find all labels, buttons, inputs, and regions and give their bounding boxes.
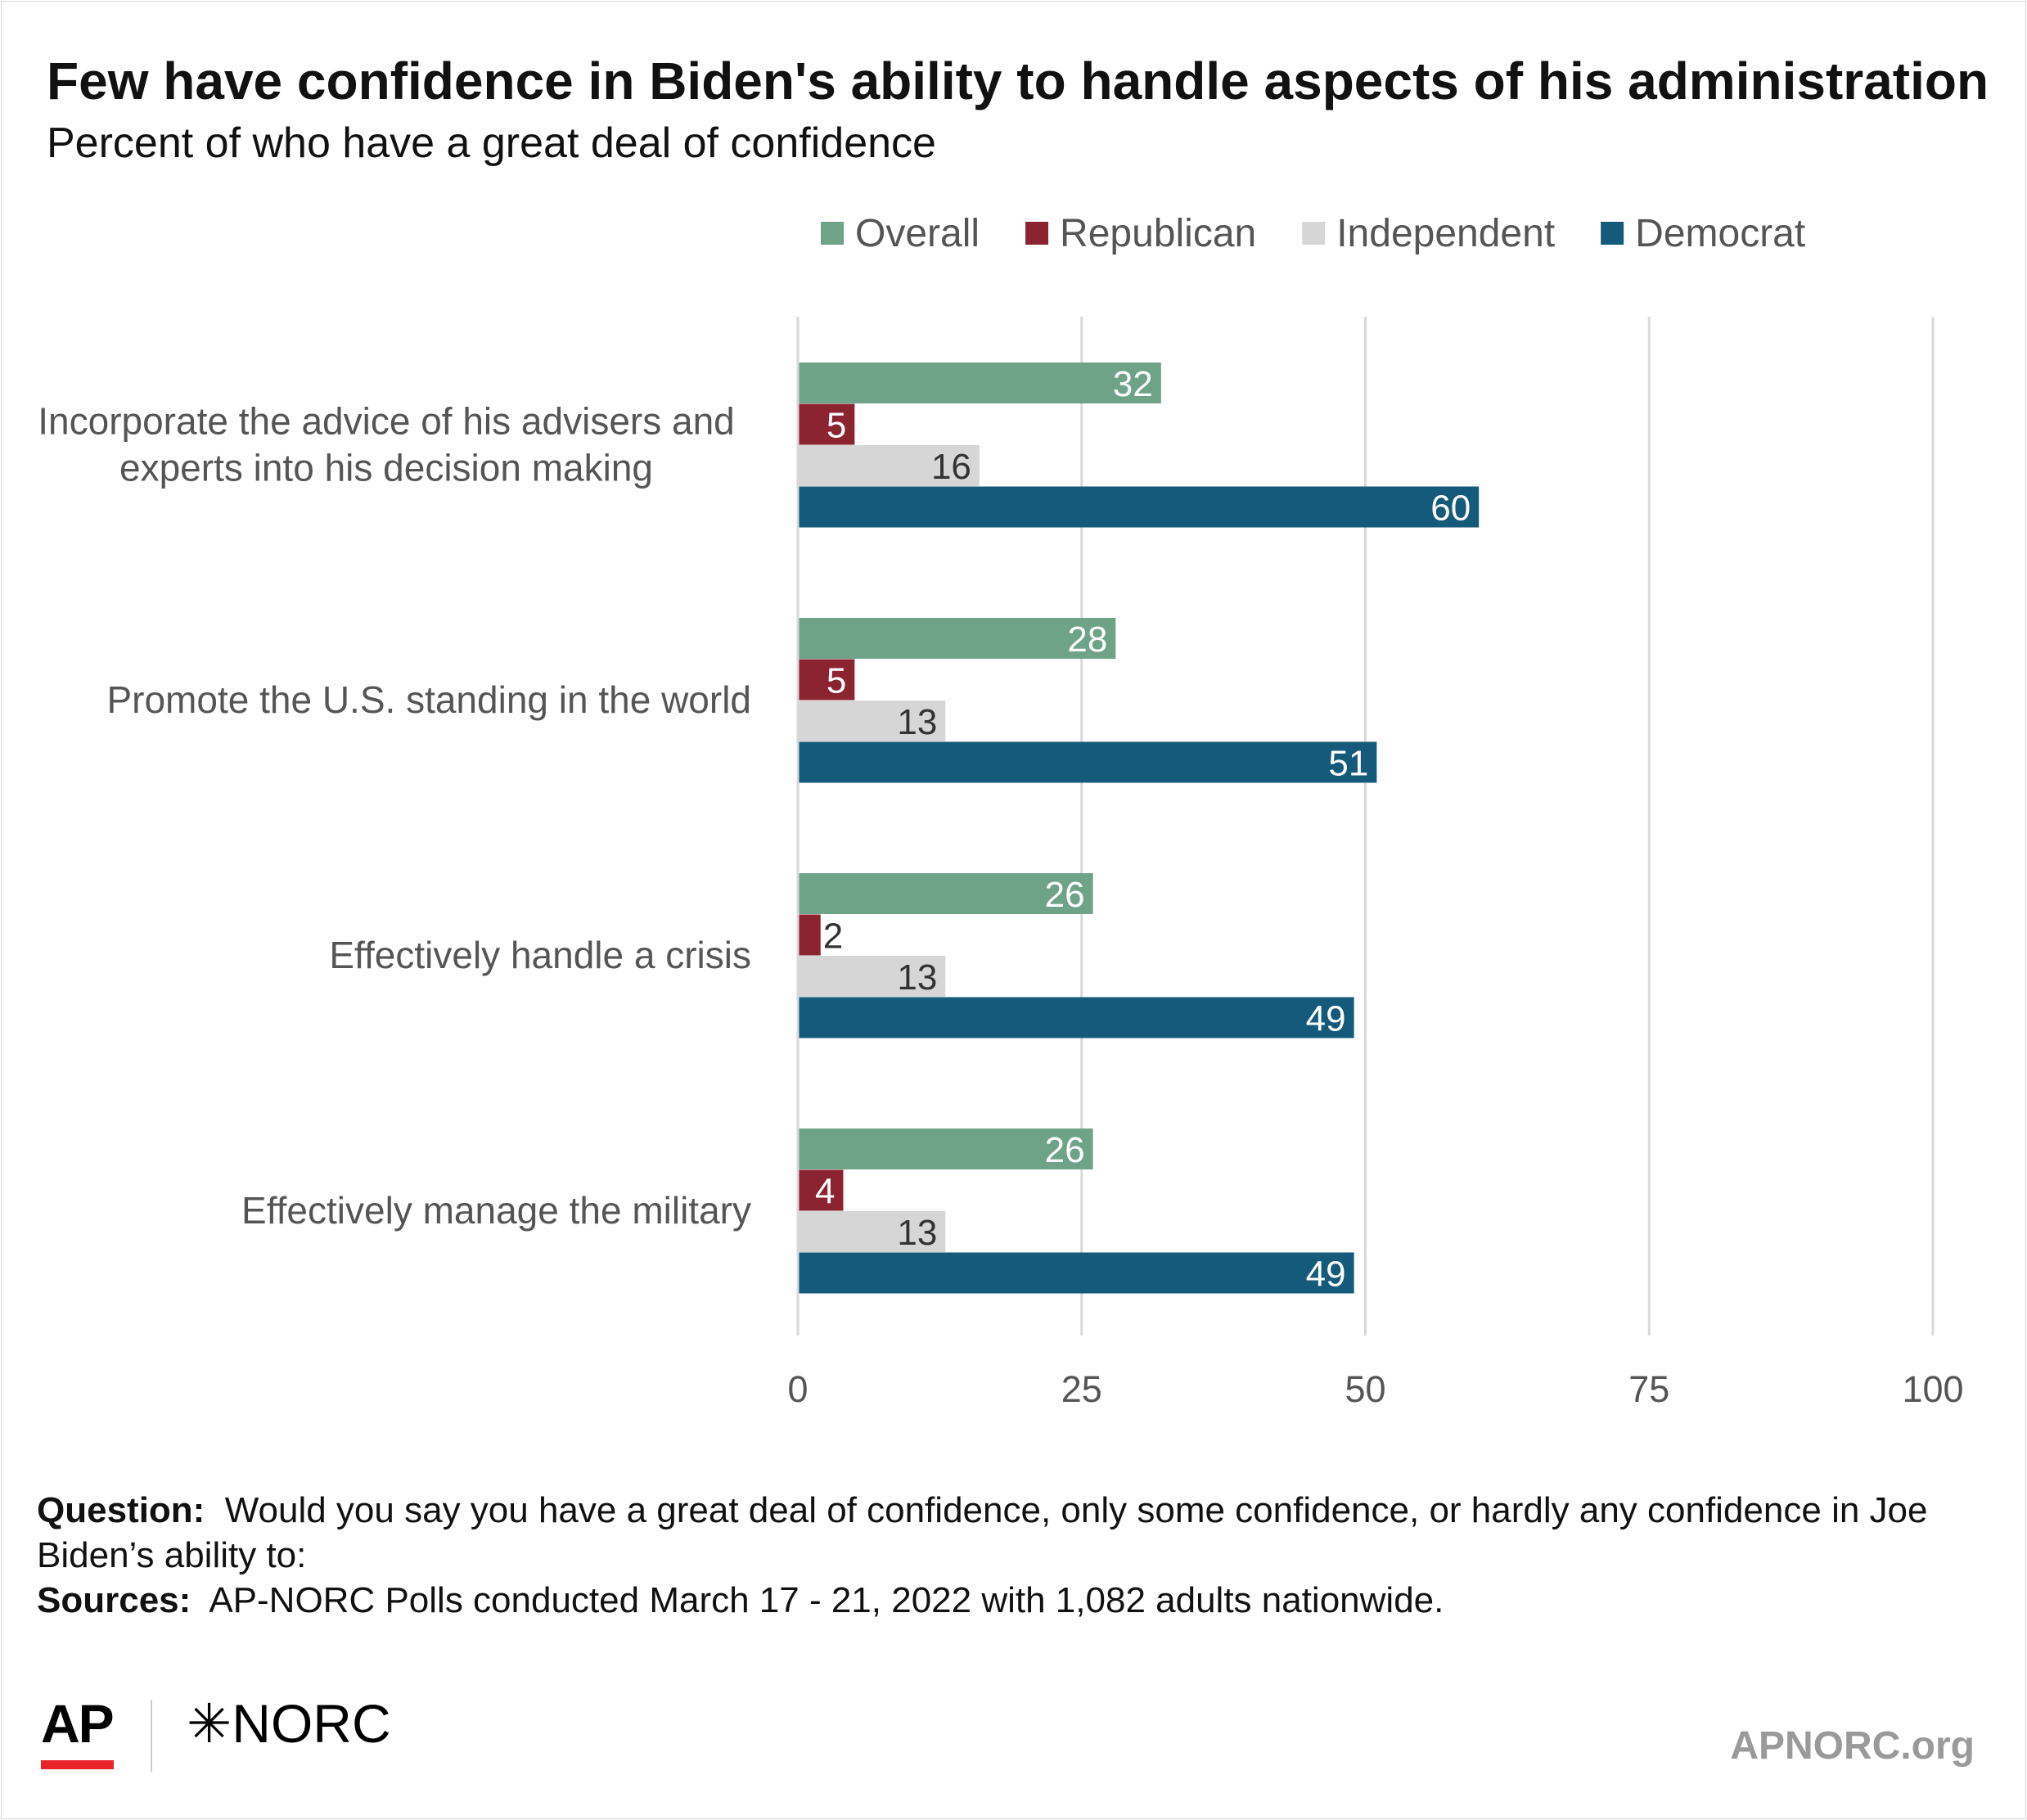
bar-value-label: 13 [897,1213,937,1253]
bar-value-label: 51 [1328,744,1368,784]
norc-logo: ✳NORC [187,1693,391,1754]
legend-label: Republican [1060,212,1256,255]
bar [798,1252,1354,1294]
bar [798,997,1354,1038]
bar-value-label: 4 [815,1172,835,1212]
legend-swatch [1025,222,1049,245]
bar-value-label: 5 [827,406,846,446]
chart-subtitle: Percent of who have a great deal of conf… [47,119,936,167]
category-label: Incorporate the advice of his advisers a… [38,400,735,489]
question-note: Question: Would you say you have a great… [37,1488,2001,1578]
category-label-line: Promote the U.S. standing in the world [106,678,751,721]
x-tick-label: 100 [1902,1368,1963,1410]
question-label: Question: [37,1490,205,1530]
category-label: Promote the U.S. standing in the world [106,678,751,721]
bar-value-label: 49 [1306,1255,1346,1295]
bar [798,956,946,997]
bar [798,701,946,741]
category-label: Effectively handle a crisis [329,934,751,976]
legend-swatch [1601,222,1624,245]
category-label-line: Effectively handle a crisis [329,934,751,976]
bar-value-label: 5 [827,661,846,701]
bar [798,741,1377,783]
legend-swatch [821,222,844,245]
x-tick-label: 75 [1628,1368,1669,1410]
bar [798,363,1161,403]
bar [798,1169,844,1211]
category-label: Effectively manage the military [241,1189,751,1232]
x-tick-label: 0 [787,1368,808,1410]
x-tick-label: 50 [1345,1368,1385,1410]
bar-value-label: 13 [897,702,937,742]
apnorc-link[interactable]: APNORC.org [1730,1724,1975,1768]
ap-logo: AP [41,1693,115,1754]
chart-notes: Question: Would you say you have a great… [37,1488,2001,1623]
bar-value-label: 16 [931,447,971,487]
bar-value-label: 32 [1113,364,1153,404]
bar-value-label: 26 [1045,875,1085,915]
sources-note: Sources: AP-NORC Polls conducted March 1… [37,1578,2001,1623]
bar-value-label: 49 [1306,999,1346,1039]
bar [798,486,1480,528]
ap-logo-underline [41,1760,114,1769]
legend-label: Democrat [1635,212,1805,255]
logo-divider [151,1700,152,1772]
x-tick-label: 25 [1061,1368,1102,1410]
question-text: Would you say you have a great deal of c… [37,1490,1928,1575]
bar [798,403,855,445]
category-label-line: experts into his decision making [119,447,653,489]
bar-value-label: 13 [897,957,937,998]
bar-value-label: 2 [823,917,843,957]
bar [798,1128,1093,1169]
bar-value-label: 26 [1045,1130,1085,1170]
sources-text: AP-NORC Polls conducted March 17 - 21, 2… [209,1580,1444,1620]
category-label-line: Incorporate the advice of his advisers a… [38,400,735,443]
bar-value-label: 28 [1067,619,1107,660]
bar-value-label: 60 [1430,489,1471,529]
legend-label: Independent [1336,212,1555,255]
legend-label: Overall [855,212,980,255]
bar [798,1211,946,1252]
bar [798,873,1093,914]
legend-swatch [1302,222,1326,245]
sources-label: Sources: [37,1580,191,1620]
category-label-line: Effectively manage the military [241,1189,751,1232]
bar [798,445,980,486]
bar [798,618,1116,659]
bar [798,659,855,701]
bar [798,914,821,956]
chart-title: Few have confidence in Biden's ability t… [47,52,1989,110]
